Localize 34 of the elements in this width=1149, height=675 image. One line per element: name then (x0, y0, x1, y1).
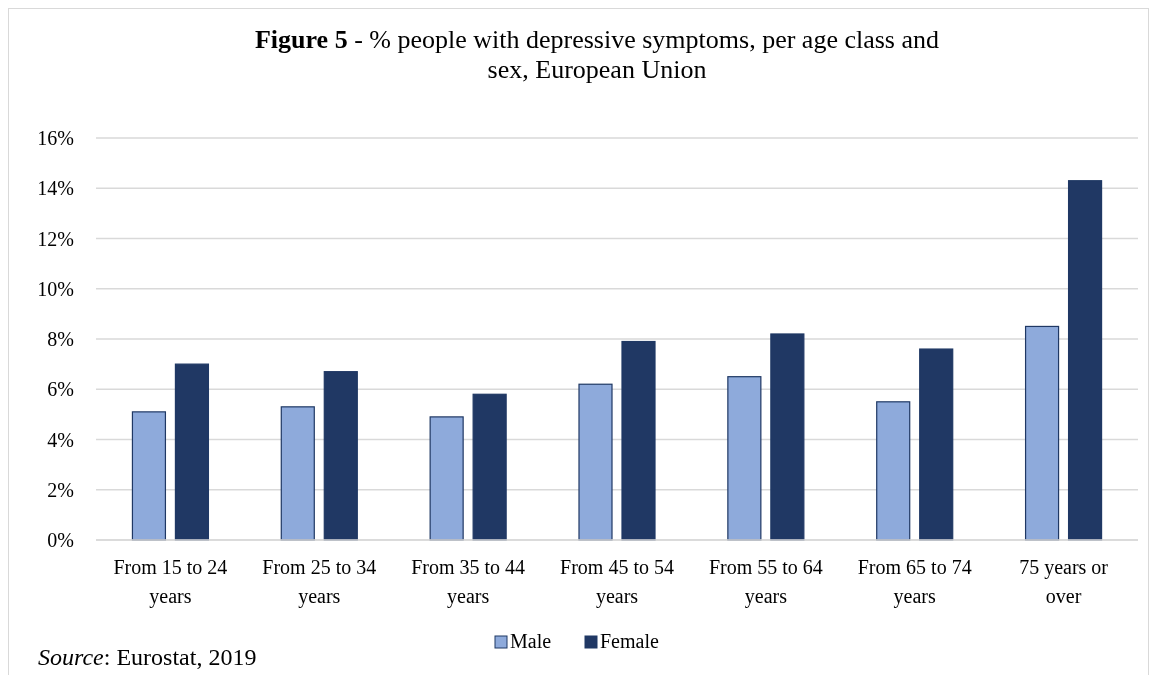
bar (770, 333, 805, 541)
y-tick-label: 0% (47, 529, 74, 551)
x-tick-label: From 25 to 34 years (262, 556, 377, 608)
y-tick-label: 4% (47, 428, 74, 451)
x-tick-label: From 15 to 24 years (113, 556, 228, 608)
bar (876, 401, 911, 541)
chart-title: Figure 5 - % people with depressive symptoms, per age class and sex, European Union (254, 25, 940, 84)
bar (174, 363, 210, 541)
bar (429, 416, 464, 541)
y-tick-label: 12% (37, 227, 74, 250)
y-tick-label: 8% (47, 328, 74, 350)
x-tick-label: From 35 to 44 years (411, 556, 526, 608)
y-tick-label: 2% (47, 478, 74, 501)
bar (1024, 325, 1060, 541)
x-tick-label: 75 years or over (1019, 556, 1109, 607)
x-tick-label: From 65 to 74 years (857, 556, 972, 608)
x-tick-label: From 45 to 54 years (560, 556, 674, 608)
bar (578, 383, 613, 541)
y-tick-label: 14% (37, 177, 74, 200)
y-tick-label: 16% (37, 127, 74, 149)
legend-label: Male (510, 630, 552, 652)
bar (472, 393, 507, 541)
bar (280, 406, 315, 541)
bar (323, 371, 358, 541)
x-tick-label: From 55 to 64 years (708, 556, 823, 608)
bar (727, 376, 762, 541)
bar (1067, 180, 1103, 541)
y-tick-label: 10% (37, 277, 74, 300)
bar (131, 411, 167, 541)
source-note: Source: Eurostat, 2019 (38, 644, 257, 670)
bar (919, 348, 954, 541)
bar (621, 340, 656, 541)
legend-label: Female (600, 630, 659, 652)
y-tick-label: 6% (47, 378, 74, 401)
